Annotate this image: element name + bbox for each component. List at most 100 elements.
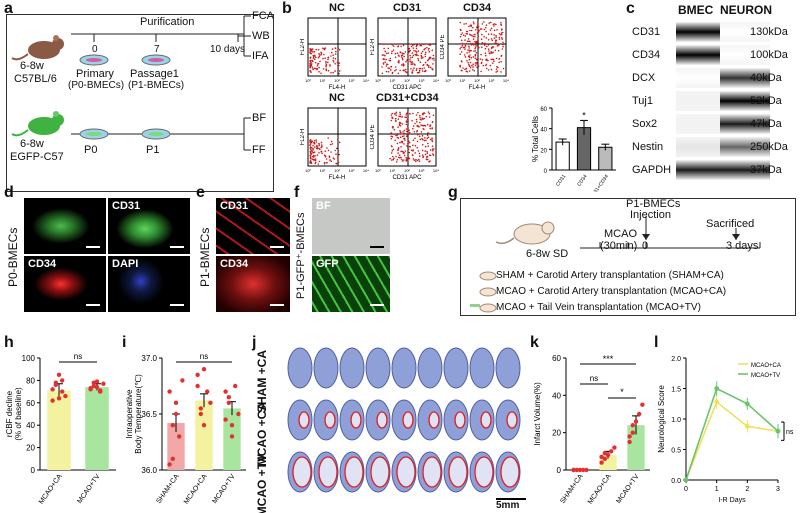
infarct-outline — [474, 456, 494, 488]
y-tick-label: 36.5 — [141, 410, 157, 419]
day-0: 0 — [92, 44, 98, 55]
svg-text:FL2-H: FL2-H — [370, 39, 376, 56]
svg-text:CD34 PE: CD34 PE — [440, 34, 446, 59]
data-point — [50, 398, 55, 403]
wb-row-label: Nestin — [632, 141, 664, 153]
svg-text:10⁰: 10⁰ — [305, 168, 311, 173]
infarct-outline — [428, 411, 440, 429]
sig-label: ns — [74, 352, 82, 361]
mouse1-age: 6-8w — [20, 60, 44, 72]
wb-band — [720, 45, 770, 65]
rat-label: 6-8w SD — [526, 248, 569, 260]
svg-text:10²: 10² — [334, 78, 340, 83]
bar-chart-i: 36.0 36.5 37.0 SHAM+CA MCAO+CA MCAO+TV Intraop… — [125, 352, 246, 506]
bar — [85, 387, 109, 470]
data-point — [236, 411, 241, 417]
svg-text:10²: 10² — [404, 78, 410, 83]
wb-row-label: DCX — [632, 72, 656, 84]
svg-text:10³: 10³ — [489, 78, 495, 83]
data-point — [577, 467, 583, 473]
rat-icon — [495, 221, 555, 245]
data-point — [173, 411, 179, 417]
infarct-outline — [500, 456, 520, 488]
data-point — [56, 372, 62, 377]
data-point — [640, 402, 645, 407]
y-tick-label: 0.0 — [671, 478, 681, 485]
brain-slice-row — [287, 451, 521, 493]
y-tick-label: 60 — [540, 107, 547, 113]
data-point — [88, 386, 93, 391]
brain-row-label: MCAO +TV — [255, 454, 269, 513]
wb-band — [676, 114, 720, 134]
mcao-duration: (30min) — [600, 240, 638, 252]
panel-a-box — [6, 14, 274, 192]
y-tick-label: 100 — [22, 354, 36, 363]
data-point — [229, 434, 235, 439]
passage-sub: (P1-BMECs) — [128, 80, 185, 91]
series-point — [714, 386, 720, 391]
data-point — [205, 389, 210, 394]
panel-label-h: h — [4, 334, 14, 351]
data-point — [633, 419, 639, 424]
p1-label: P1 — [146, 144, 160, 156]
series-point — [744, 401, 750, 407]
data-point — [167, 389, 172, 394]
data-point — [56, 396, 62, 401]
data-point — [63, 393, 68, 399]
line-chart-l: 0.0 0.5 1.0 1.5 2.0 0 1 2 3 MCAO+CA MCAO+TV I-R Day… — [657, 356, 794, 504]
data-point — [630, 423, 635, 428]
wb-kda-label: 52kDa — [750, 95, 782, 107]
flow-plot-title: NC — [329, 92, 345, 104]
x-tick-label: CD34 — [576, 174, 588, 188]
series-line — [685, 400, 779, 481]
svg-text:10⁴: 10⁴ — [363, 78, 369, 83]
mouse2-strain: EGFP-C57 — [10, 151, 64, 163]
day-10: 10 days — [210, 44, 246, 55]
data-point — [599, 460, 604, 465]
y-tick-label: 40 — [26, 421, 35, 430]
y-axis-label: Body Temperature(℃) — [134, 374, 143, 454]
wb-band — [720, 22, 770, 42]
data-point — [584, 467, 589, 473]
svg-text:10⁴: 10⁴ — [503, 78, 509, 83]
data-point — [101, 381, 106, 386]
injection-label: P1-BMECs — [626, 198, 681, 210]
x-tick-label: 3 — [776, 486, 780, 493]
svg-text:10³: 10³ — [419, 78, 425, 83]
output-fca: FCA — [252, 10, 274, 22]
svg-text:10³: 10³ — [349, 168, 355, 173]
brain-slice — [391, 347, 417, 389]
panel-g-diagram — [470, 216, 761, 313]
wb-band — [720, 114, 770, 134]
infarct-outline — [350, 411, 362, 429]
brain-slice — [443, 347, 469, 389]
sig-label: * — [620, 387, 624, 397]
timeline-3days: 3 days — [726, 240, 759, 252]
mouse1-strain: C57BL/6 — [14, 73, 57, 85]
bar-chart-h: 0 20 40 60 80 100 MCAO+CA MCAO+TV rCBF decline (%… — [5, 352, 116, 506]
y-tick-label: 0 — [544, 169, 548, 175]
data-point — [223, 389, 228, 394]
y-tick-label: 37.0 — [141, 354, 157, 363]
y-axis-label: rCBF decline — [5, 390, 14, 437]
infarct-outline — [448, 456, 468, 488]
svg-text:10³: 10³ — [419, 168, 425, 173]
group-mcao-tv: MCAO + Tail Vein transplantation (MCAO+T… — [496, 302, 701, 313]
brain-scale-bar — [496, 498, 526, 500]
micro-e-cd34: CD34 — [216, 256, 290, 312]
primary-label: Primary — [76, 68, 114, 80]
svg-text:10⁰: 10⁰ — [305, 78, 311, 83]
brain-slice-row — [287, 347, 521, 389]
wb-row-label: GAPDH — [632, 164, 672, 176]
panel-label-g: g — [448, 184, 458, 201]
purification-label: Purification — [140, 16, 195, 28]
svg-text:10²: 10² — [404, 168, 410, 173]
flow-plot-title: CD31 — [392, 2, 422, 14]
brain-slice — [313, 347, 339, 389]
infarct-outline — [292, 456, 312, 488]
series-point — [744, 423, 750, 429]
svg-text:10²: 10² — [474, 78, 480, 83]
svg-text:10³: 10³ — [349, 78, 355, 83]
wb-kda-label: 37kDa — [750, 164, 782, 176]
mouse-green-icon — [11, 111, 64, 137]
